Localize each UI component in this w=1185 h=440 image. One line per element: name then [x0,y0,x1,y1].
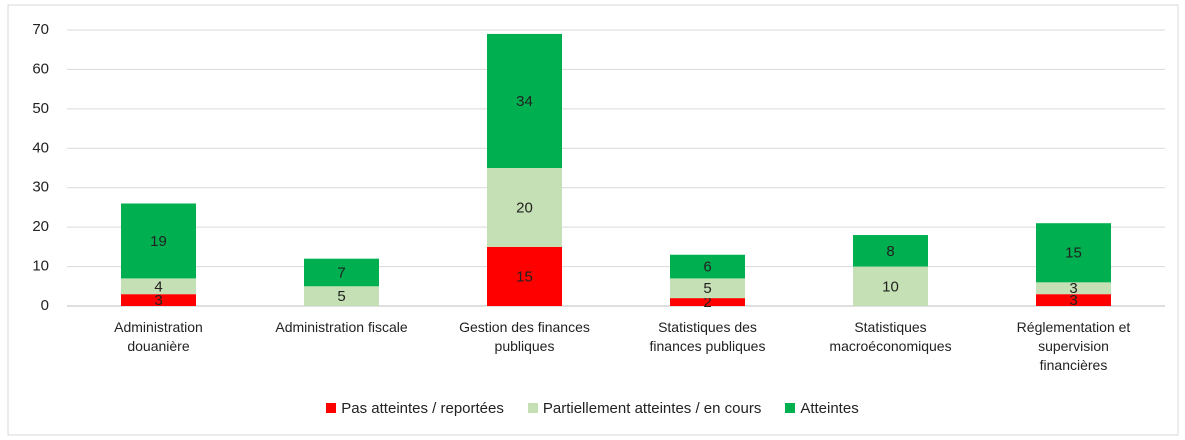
data-label: 3 [1069,280,1077,297]
x-tick-label: Statistiques macroéconomiques [829,319,952,354]
bar-segment [1036,294,1111,306]
data-label: 15 [516,268,533,285]
legend-swatch [527,403,538,413]
data-label: 5 [703,280,711,297]
legend-label: Partiellement atteintes / en cours [542,400,762,417]
data-label: 7 [337,264,345,281]
bar-segment [1036,282,1111,295]
data-label: 10 [882,278,899,295]
chart-border [7,4,1179,436]
legend-item: Atteintes [785,400,859,417]
data-label: 6 [703,259,711,276]
x-tick-label: Statistiques des finances publiques [649,319,766,354]
bar-segment [487,33,562,168]
data-label: 3 [154,292,162,309]
legend-label: Pas atteintes / reportées [341,400,504,417]
bar-segment [670,254,745,279]
x-tick-label: Administration douanière [114,319,203,354]
data-label: 15 [1065,245,1082,262]
legend-item: Pas atteintes / reportées [326,400,504,417]
data-label: 34 [516,93,533,110]
x-tick-label: Administration fiscale [275,319,408,335]
bar-segment [304,286,379,306]
data-label: 3 [1069,292,1077,309]
legend: Pas atteintes / reportées Partiellement a… [0,400,1185,417]
bar-segment [121,294,196,306]
y-tick-label: 60 [32,60,49,77]
bar-segment [121,203,196,279]
y-tick-label: 70 [32,21,49,38]
data-label: 19 [150,233,167,250]
bar-segment [670,278,745,299]
data-label: 8 [886,243,894,260]
legend-label: Atteintes [800,400,859,417]
y-tick-label: 40 [32,139,49,156]
y-tick-label: 10 [32,258,49,275]
bar-segment [853,235,928,267]
x-tick-label: Réglementation et supervision financière… [1016,319,1131,373]
bar-segment [121,278,196,295]
bar-segment [670,298,745,306]
bar-segment [487,246,562,306]
x-tick-label: Gestion des finances publiques [459,319,590,354]
legend-swatch [785,403,796,413]
data-label: 4 [154,278,162,295]
bar-segment [487,168,562,247]
data-label: 2 [703,294,711,311]
bar-segment [853,266,928,306]
bar-segment [1036,223,1111,283]
y-tick-label: 50 [32,100,49,117]
legend-swatch [326,403,337,413]
bar-segment [304,258,379,287]
legend-item: Partiellement atteintes / en cours [527,400,762,417]
data-label: 5 [337,288,345,305]
y-tick-label: 30 [32,179,49,196]
y-tick-label: 20 [32,218,49,235]
data-label: 20 [516,199,533,216]
y-tick-label: 0 [41,297,49,314]
